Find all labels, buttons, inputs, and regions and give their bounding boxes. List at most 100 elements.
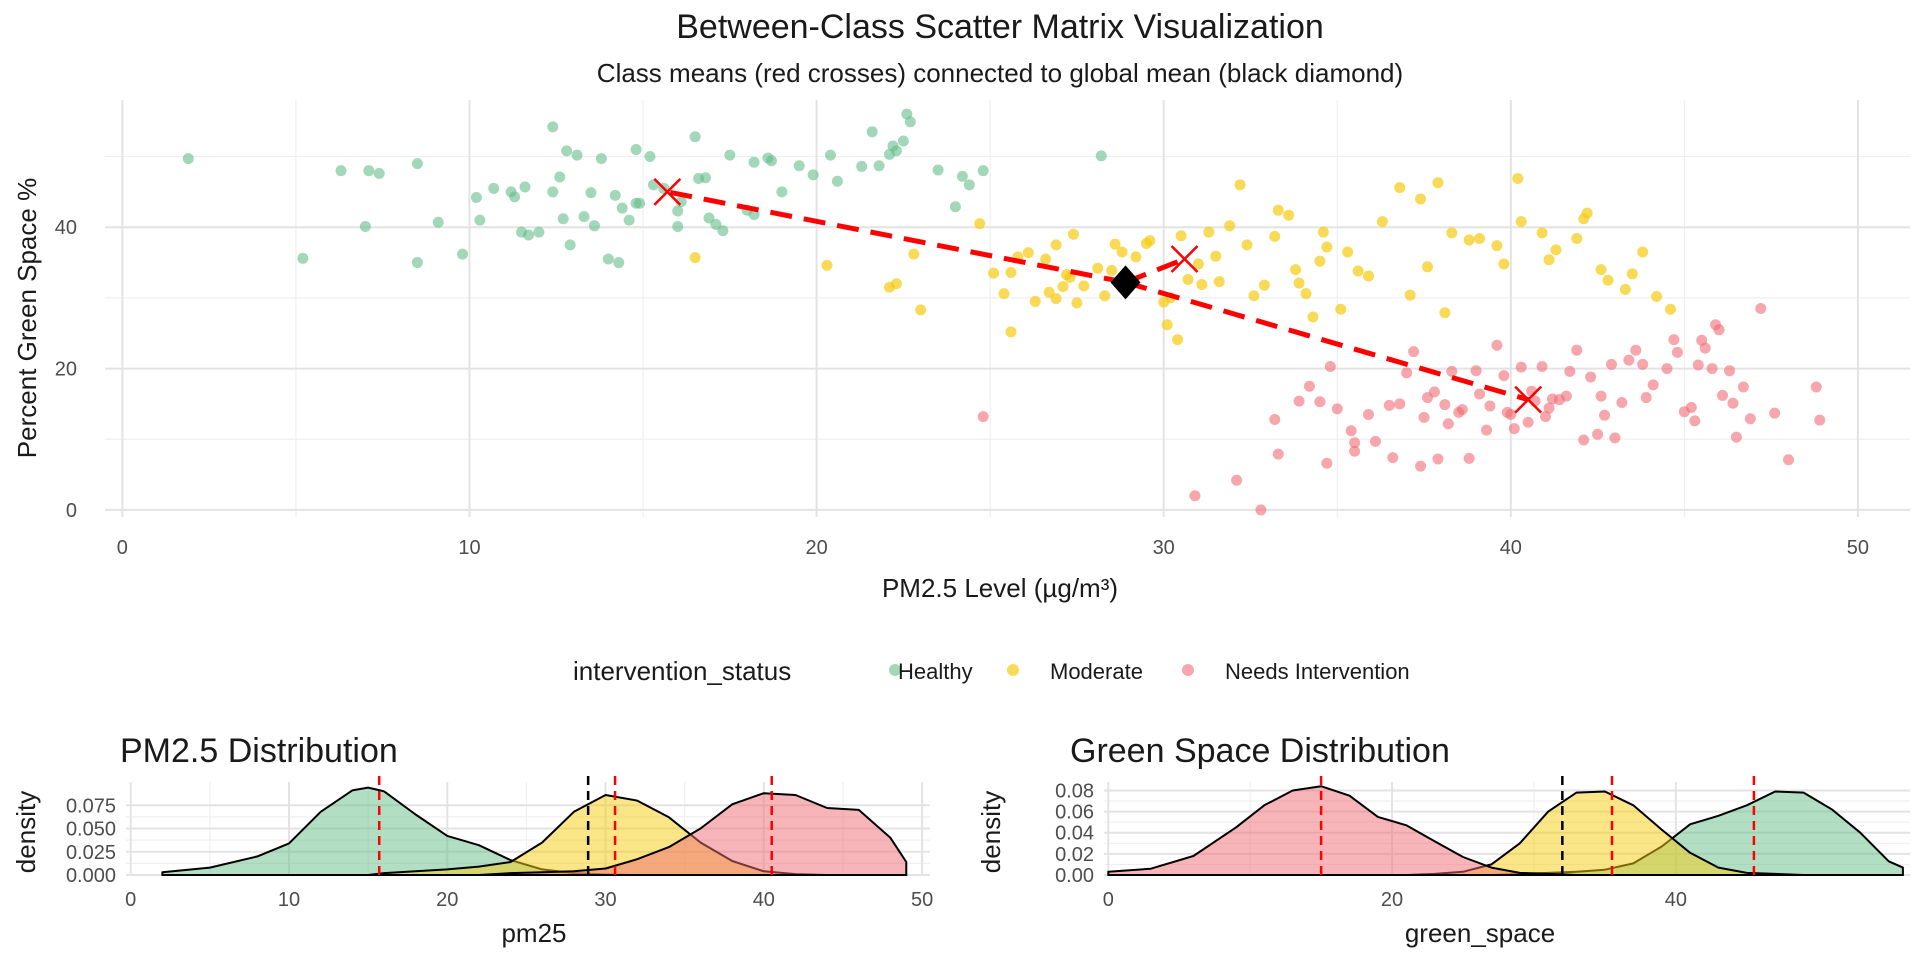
data-point-healthy <box>831 175 843 187</box>
main-plot-ticks: 0 10 20 30 40 50 0 20 40 <box>55 217 1869 559</box>
data-point-healthy <box>956 170 968 182</box>
data-point-moderate <box>1196 278 1208 290</box>
data-point-healthy <box>776 186 788 198</box>
data-point-healthy <box>522 229 534 241</box>
data-point-needs-intervention <box>1481 424 1493 436</box>
data-point-moderate <box>1092 262 1104 274</box>
data-point-healthy <box>432 216 444 228</box>
x-axis-label: PM2.5 Level (µg/m³) <box>882 573 1118 603</box>
data-point-moderate <box>974 218 986 230</box>
data-point-needs-intervention <box>1432 453 1444 465</box>
y-tick-label: 0.04 <box>1055 823 1094 845</box>
data-point-moderate <box>1543 254 1555 266</box>
data-point-needs-intervention <box>1609 432 1621 444</box>
data-point-needs-intervention <box>1578 434 1590 446</box>
class-mean-cross-stroke <box>653 177 682 206</box>
data-point-needs-intervention <box>1647 379 1659 391</box>
data-point-healthy <box>578 211 590 223</box>
data-point-needs-intervention <box>1321 457 1333 469</box>
x-tick-label: 50 <box>1847 537 1869 559</box>
data-point-healthy <box>411 158 423 170</box>
pm25-panel-title: PM2.5 Distribution <box>120 732 398 770</box>
data-point-healthy <box>703 212 715 224</box>
data-point-needs-intervention <box>1383 399 1395 411</box>
data-point-moderate <box>1144 235 1156 247</box>
data-point-moderate <box>1300 288 1312 300</box>
y-tick-label: 20 <box>55 359 77 381</box>
y-tick-label: 0.02 <box>1055 844 1094 866</box>
data-point-moderate <box>1619 283 1631 295</box>
data-point-healthy <box>724 149 736 161</box>
data-point-healthy <box>717 225 729 237</box>
main-plot-means <box>653 177 1543 414</box>
data-point-healthy <box>1095 150 1107 162</box>
data-point-healthy <box>564 239 576 251</box>
y-tick-label: 40 <box>55 217 77 239</box>
data-point-healthy <box>585 187 597 199</box>
data-point-moderate <box>1258 279 1270 291</box>
class-mean-cross-healthy <box>653 177 682 206</box>
data-point-moderate <box>1439 307 1451 319</box>
data-point-moderate <box>1192 258 1204 270</box>
data-point-needs-intervention <box>1303 380 1315 392</box>
data-point-needs-intervention <box>1387 452 1399 464</box>
x-tick-label: 40 <box>1500 537 1522 559</box>
data-point-healthy <box>807 169 819 181</box>
data-point-needs-intervention <box>1814 414 1826 426</box>
class-mean-cross-moderate <box>1170 245 1199 273</box>
x-tick-label: 10 <box>458 537 480 559</box>
data-point-needs-intervention <box>1498 370 1510 382</box>
data-point-moderate <box>1283 209 1295 221</box>
data-point-needs-intervention <box>1293 395 1305 407</box>
data-point-needs-intervention <box>1349 437 1361 449</box>
legend-label-moderate: Moderate <box>1050 659 1143 684</box>
data-point-moderate <box>1213 276 1225 288</box>
data-point-needs-intervention <box>1515 361 1527 373</box>
data-point-needs-intervention <box>1543 402 1555 414</box>
data-point-healthy <box>588 220 600 232</box>
data-point-moderate <box>1376 216 1388 228</box>
data-point-moderate <box>1321 241 1333 253</box>
data-point-moderate <box>1106 264 1118 276</box>
data-point-needs-intervention <box>1737 381 1749 393</box>
data-point-moderate <box>1515 216 1527 228</box>
legend-label-needs-intervention: Needs Intervention <box>1225 659 1410 684</box>
x-tick-label: 10 <box>278 889 300 911</box>
data-point-needs-intervention <box>1706 363 1718 375</box>
data-point-healthy <box>547 121 559 133</box>
data-point-needs-intervention <box>1671 346 1683 358</box>
data-point-needs-intervention <box>1769 407 1781 419</box>
x-tick-label: 20 <box>805 537 827 559</box>
data-point-needs-intervention <box>1401 367 1413 379</box>
data-point-healthy <box>373 168 385 180</box>
data-point-moderate <box>1626 268 1638 280</box>
data-point-healthy <box>474 214 486 226</box>
x-tick-label: 0 <box>125 889 136 911</box>
y-tick-label: 0.075 <box>66 795 116 817</box>
class-mean-cross-stroke <box>1170 245 1199 273</box>
data-point-healthy <box>595 153 607 165</box>
data-point-healthy <box>977 165 989 177</box>
data-point-needs-intervention <box>1428 386 1440 398</box>
data-point-healthy <box>873 160 885 172</box>
data-point-healthy <box>672 221 684 233</box>
data-point-healthy <box>630 143 642 155</box>
data-point-moderate <box>1536 227 1548 239</box>
y-tick-label: 0.00 <box>1055 865 1094 887</box>
data-point-healthy <box>963 179 975 191</box>
data-point-needs-intervention <box>1616 397 1628 409</box>
data-point-healthy <box>700 172 712 184</box>
data-point-needs-intervention <box>1755 303 1767 314</box>
data-point-healthy <box>488 182 500 194</box>
data-point-needs-intervention <box>1717 389 1729 401</box>
data-point-moderate <box>1571 233 1583 245</box>
data-point-healthy <box>363 165 375 177</box>
chart-subtitle: Class means (red crosses) connected to g… <box>597 58 1403 88</box>
y-tick-label: 0.000 <box>66 865 116 887</box>
data-point-moderate <box>1550 244 1562 256</box>
data-point-needs-intervention <box>1255 504 1267 516</box>
data-point-needs-intervention <box>1505 409 1517 421</box>
data-point-moderate <box>1602 274 1614 286</box>
data-point-moderate <box>1498 258 1510 270</box>
